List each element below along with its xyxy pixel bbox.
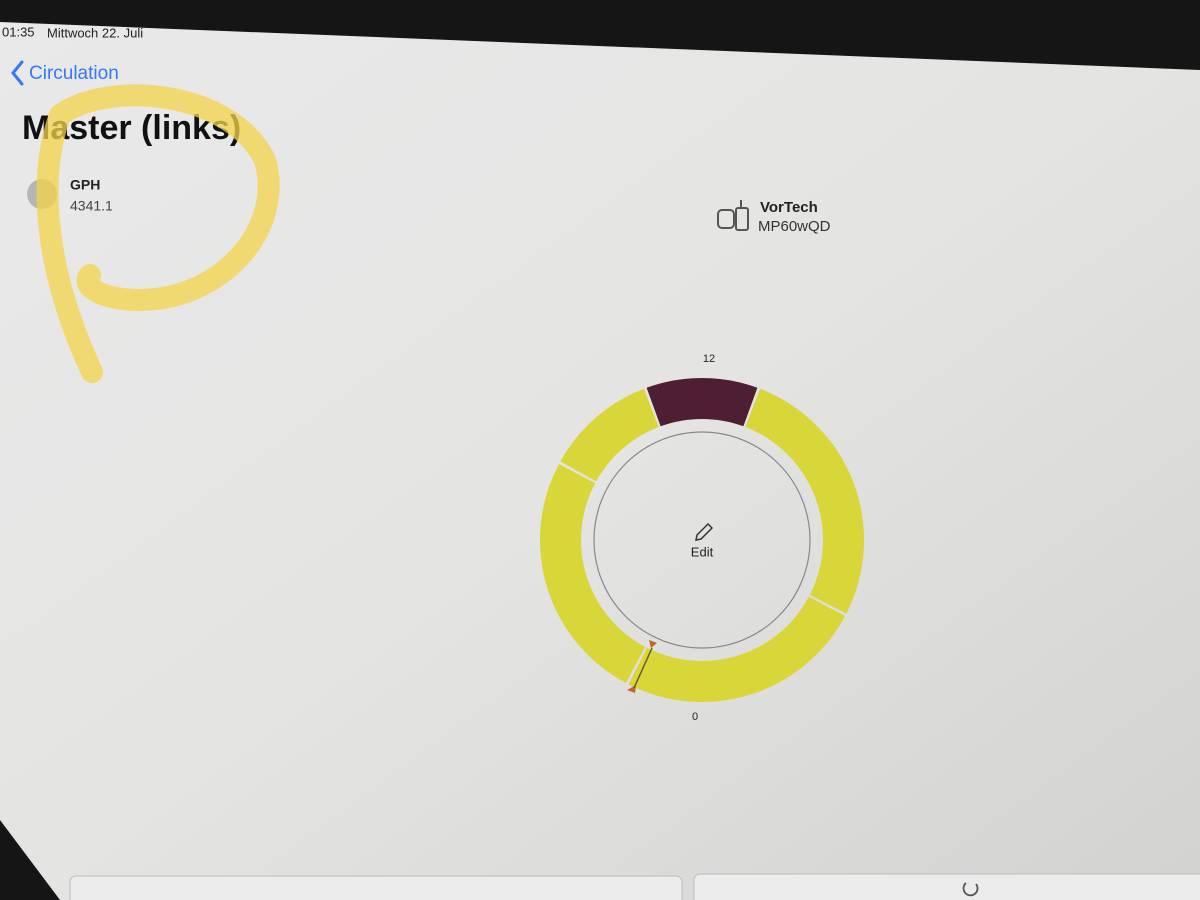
inner-circle	[593, 431, 811, 649]
reading-value: 4341.1	[70, 198, 113, 214]
ring-segment[interactable]	[539, 463, 646, 684]
edit-icon[interactable]	[695, 522, 714, 541]
time-indicator	[633, 647, 653, 689]
dial-bottom-label: 0	[692, 711, 698, 723]
ring-segment[interactable]	[745, 388, 864, 614]
refresh-icon[interactable]	[962, 882, 979, 897]
ring-segment[interactable]	[646, 378, 758, 427]
highlighter-scribble	[36, 84, 280, 383]
device-model: MP60wQD	[758, 218, 831, 235]
back-chevron[interactable]	[11, 60, 24, 86]
status-time: 01:35	[2, 24, 35, 39]
dial-top-label: 12	[703, 353, 715, 365]
ring-segment[interactable]	[560, 388, 659, 482]
schedule-ring[interactable]	[539, 378, 864, 702]
device-brand: VorTech	[760, 199, 818, 216]
bottom-panel	[69, 875, 683, 900]
back-button[interactable]: Circulation	[29, 63, 119, 84]
reading-label: GPH	[70, 177, 100, 193]
status-date: Mittwoch 22. Juli	[47, 25, 143, 40]
bottom-panel	[693, 873, 1200, 900]
pump-icon	[717, 200, 749, 231]
ring-segment[interactable]	[628, 596, 846, 702]
edit-button[interactable]: Edit	[691, 544, 714, 559]
marker-top	[649, 640, 657, 648]
